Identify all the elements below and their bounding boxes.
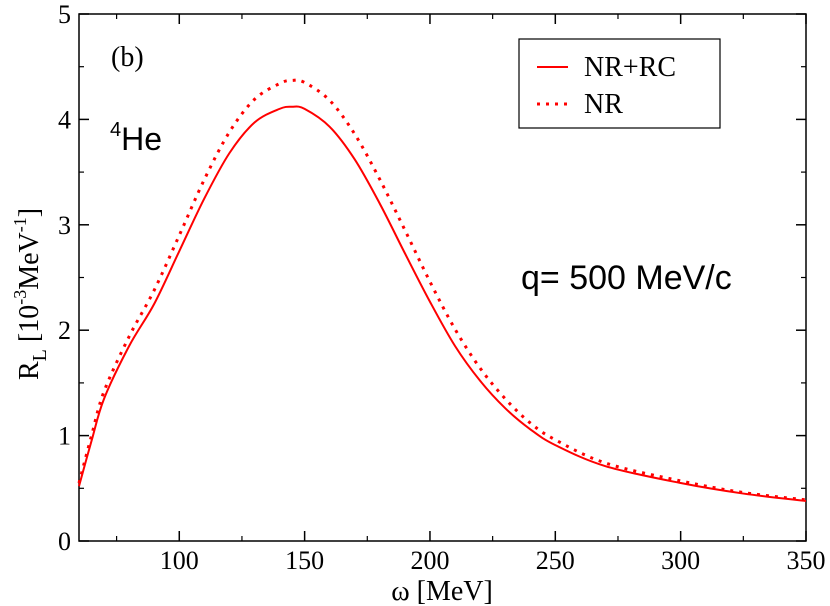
y-tick-label: 1 [58, 422, 71, 451]
y-axis-label: RL [10-3MeV-1] [10, 208, 51, 380]
y-label-sub: L [29, 349, 51, 361]
y-tick-label: 4 [58, 105, 71, 134]
x-tick-label: 200 [410, 546, 449, 575]
nucleus-sup: 4 [110, 119, 121, 141]
y-label-exp2: -1 [10, 217, 30, 232]
momentum-label: q= 500 MeV/c [521, 259, 732, 297]
panel-label: (b) [111, 42, 144, 73]
y-tick-label: 5 [58, 0, 71, 29]
y-label-unit-close: ] [14, 208, 45, 217]
series-line-nr-rc [78, 105, 807, 502]
series-line-nr [77, 78, 807, 502]
x-axis-label: ω [MeV] [391, 576, 493, 606]
nucleus-name: He [121, 121, 162, 157]
x-tick-label: 300 [661, 546, 700, 575]
legend-label-nr: NR [584, 89, 623, 120]
x-tick-label: 250 [536, 546, 575, 575]
y-label-exp1: -3 [10, 290, 30, 305]
y-tick-label: 0 [58, 527, 71, 556]
y-tick-label: 3 [58, 211, 71, 240]
x-tick-label: 150 [285, 546, 324, 575]
y-label-unit-mid: MeV [14, 232, 45, 290]
y-label-base: R [14, 361, 45, 380]
legend-label-nr-rc: NR+RC [584, 52, 676, 83]
legend: NR+RC NR [518, 38, 721, 129]
y-label-unit-open: [10 [14, 305, 45, 349]
x-tick-label: 350 [787, 546, 826, 575]
legend-box [518, 38, 721, 129]
series-layer [77, 78, 807, 502]
nucleus-label: 4He [110, 119, 162, 157]
x-tick-label: 100 [160, 546, 199, 575]
axis-ticks [79, 13, 807, 542]
y-tick-label: 2 [58, 316, 71, 345]
axis-tick-labels: 100 150 200 250 300 350 0 1 2 3 4 5 [58, 0, 826, 575]
